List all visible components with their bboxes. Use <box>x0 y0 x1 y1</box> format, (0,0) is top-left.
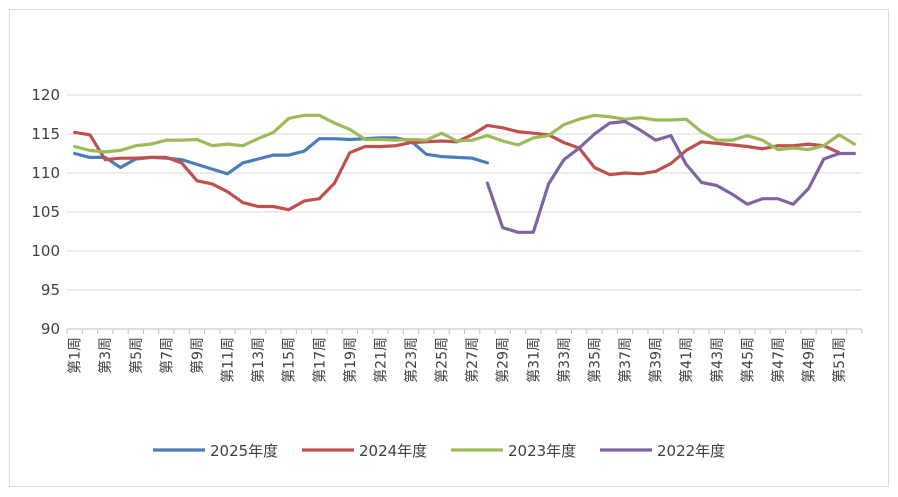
series-lines <box>73 113 856 234</box>
x-tick-label: 第41周 <box>678 337 695 383</box>
legend-label: 2024年度 <box>359 442 427 460</box>
chart-frame <box>9 9 889 487</box>
x-tick-label: 第39周 <box>648 337 665 383</box>
x-tick-label: 第37周 <box>617 337 634 383</box>
y-tick-label: 105 <box>31 203 60 221</box>
series-line-2024年度 <box>73 123 841 212</box>
x-tick-label: 第47周 <box>770 337 787 383</box>
gridlines <box>66 94 863 334</box>
x-tick-label: 第21周 <box>372 337 389 383</box>
legend-label: 2022年度 <box>657 442 725 460</box>
legend: 2025年度 2024年度 2023年度 2022年度 <box>153 442 725 460</box>
x-tick-label: 第31周 <box>525 337 542 383</box>
series-line-2022年度 <box>485 119 856 234</box>
x-tick-label: 第29周 <box>495 337 512 383</box>
y-axis-ticks: 90 95 100 105 110 115 120 <box>31 86 60 338</box>
x-tick-label: 第9周 <box>189 337 206 374</box>
x-tick-label: 第43周 <box>709 337 726 383</box>
x-tick-label: 第5周 <box>128 337 145 374</box>
x-tick-label: 第35周 <box>586 337 603 383</box>
x-tick-label: 第25周 <box>434 337 451 383</box>
y-tick-label: 115 <box>31 125 60 143</box>
legend-label: 2025年度 <box>210 442 278 460</box>
x-tick-label: 第49周 <box>800 337 817 383</box>
x-tick-label: 第45周 <box>739 337 756 383</box>
x-tick-label: 第23周 <box>403 337 420 383</box>
x-tick-label: 第1周 <box>67 337 84 374</box>
x-tick-label: 第15周 <box>281 337 298 383</box>
x-axis-ticks: 第1周 第3周 第5周 第7周 第9周 第11周 第13周 第15周 第17周 第19周 第21周第… <box>67 337 848 383</box>
x-tick-label: 第17周 <box>311 337 328 383</box>
y-tick-label: 110 <box>31 164 60 182</box>
x-tick-label: 第3周 <box>97 337 114 374</box>
series-line-2023年度 <box>73 113 856 154</box>
x-tick-label: 第13周 <box>250 337 267 383</box>
x-tick-label: 第19周 <box>342 337 359 383</box>
y-tick-label: 95 <box>41 281 60 299</box>
legend-label: 2023年度 <box>508 442 576 460</box>
x-tick-label: 第11周 <box>220 337 237 383</box>
x-tick-label: 第33周 <box>556 337 573 383</box>
x-tick-label: 第27周 <box>464 337 481 383</box>
x-tick-label: 第51周 <box>831 337 848 383</box>
y-tick-label: 120 <box>31 86 60 104</box>
y-tick-label: 100 <box>31 242 60 260</box>
x-tick-label: 第7周 <box>158 337 175 374</box>
y-tick-label: 90 <box>41 320 60 338</box>
